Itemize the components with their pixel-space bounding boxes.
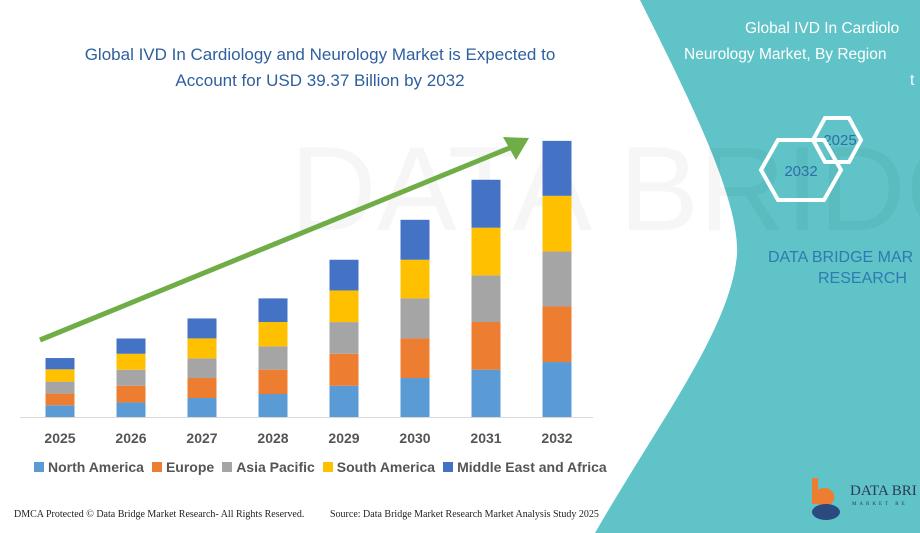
legend-item: Middle East and Africa	[443, 459, 607, 475]
footer-copyright: DMCA Protected © Data Bridge Market Rese…	[14, 509, 305, 520]
side-panel-shape	[595, 0, 920, 533]
bar-segment-europe-2028	[258, 369, 288, 395]
footer-source: Source: Data Bridge Market Research Mark…	[330, 509, 599, 520]
x-tick-label: 2029	[328, 430, 359, 446]
bar-segment-europe-2031	[471, 322, 501, 370]
brand-text-line: DATA BRIDGE MAR	[768, 249, 914, 266]
bar-segment-middle-east-and-africa-2028	[258, 298, 288, 323]
stacked-bar-chart: 2025 2026 2027 2028 2029 2030 2031 2032	[20, 137, 593, 446]
bar-segment-asia-pacific-2026	[116, 369, 146, 386]
legend-item: Europe	[151, 459, 215, 475]
bar-segment-south-america-2027	[187, 338, 217, 359]
bar-segment-south-america-2029	[329, 290, 359, 323]
bar-segment-asia-pacific-2028	[258, 346, 288, 370]
bar-segment-europe-2027	[187, 378, 217, 399]
bar-segment-asia-pacific-2027	[187, 358, 217, 379]
legend-swatch	[322, 462, 333, 472]
legend-label: Asia Pacific	[236, 459, 315, 475]
trend-arrow-head-icon	[503, 137, 529, 160]
bar-segment-south-america-2026	[116, 353, 146, 370]
bar-segment-north-america-2031	[471, 369, 501, 417]
chart-title: Global IVD In Cardiology and Neurology M…	[40, 42, 600, 94]
legend-swatch	[443, 462, 454, 472]
bar-segment-north-america-2025	[45, 405, 75, 417]
hexagon-2025: 2025	[810, 116, 864, 164]
bar-segment-south-america-2032	[542, 195, 572, 252]
bar-segment-north-america-2032	[542, 362, 572, 417]
bar-segment-middle-east-and-africa-2031	[471, 179, 501, 228]
bar-segment-south-america-2025	[45, 369, 75, 382]
legend-item: North America	[34, 459, 144, 475]
bar-segment-north-america-2027	[187, 398, 217, 417]
bar-segment-middle-east-and-africa-2025	[45, 358, 75, 370]
bar-segment-europe-2030	[400, 338, 430, 379]
legend: North America Europe Asia Pacific South Ame…	[34, 459, 607, 475]
bar-segment-europe-2032	[542, 306, 572, 363]
bar-segment-europe-2026	[116, 385, 146, 403]
legend-item: Asia Pacific	[222, 459, 315, 475]
bar-segment-asia-pacific-2029	[329, 322, 359, 354]
x-tick-label: 2027	[186, 430, 217, 446]
legend-swatch	[222, 462, 233, 472]
x-tick-label: 2028	[257, 430, 288, 446]
trend-arrow-line	[39, 144, 513, 343]
bar-segment-middle-east-and-africa-2032	[542, 140, 572, 196]
bar-segment-asia-pacific-2031	[471, 275, 501, 323]
bar-segment-south-america-2028	[258, 322, 288, 347]
bar-segment-middle-east-and-africa-2027	[187, 318, 217, 339]
chart-title-line: Global IVD In Cardiology and Neurology M…	[84, 45, 556, 64]
bar-segment-middle-east-and-africa-2029	[329, 259, 359, 291]
legend-label: Middle East and Africa	[457, 459, 607, 475]
bar-segment-south-america-2031	[471, 227, 501, 276]
brand-text-line: RESEARCH	[818, 270, 907, 287]
side-title-line: Neurology Market, By Region	[684, 46, 887, 63]
x-tick-label: 2030	[399, 430, 430, 446]
bar-segment-europe-2029	[329, 353, 359, 386]
bar-segment-south-america-2030	[400, 259, 430, 299]
bar-segment-middle-east-and-africa-2026	[116, 338, 146, 354]
x-tick-label: 2031	[470, 430, 501, 446]
legend-swatch	[34, 462, 44, 472]
bar-segment-asia-pacific-2032	[542, 251, 572, 307]
x-tick-label: 2032	[541, 430, 572, 446]
legend-label: South America	[336, 459, 436, 475]
logo-subtext: MARKET RE	[852, 502, 908, 507]
bar-segment-europe-2025	[45, 393, 75, 406]
side-title-line: t	[910, 72, 915, 89]
bar-segment-north-america-2028	[258, 394, 288, 417]
brand-logo-icon	[812, 478, 840, 520]
bar-segment-north-america-2026	[116, 402, 146, 417]
x-tick-label: 2026	[115, 430, 146, 446]
logo-text: DATA BRI	[850, 483, 917, 499]
bar-segment-north-america-2030	[400, 378, 430, 417]
bar-segment-north-america-2029	[329, 385, 359, 417]
side-title-line: Global IVD In Cardiolo	[745, 20, 900, 37]
x-tick-label: 2025	[44, 430, 75, 446]
hex-year-label: 2025	[823, 132, 856, 149]
legend-swatch	[151, 462, 162, 472]
chart-title-line: Account for USD 39.37 Billion by 2032	[175, 71, 465, 90]
bar-segment-asia-pacific-2030	[400, 298, 430, 339]
hex-year-label: 2032	[784, 163, 817, 180]
legend-label: Europe	[165, 459, 215, 475]
bar-segment-middle-east-and-africa-2030	[400, 219, 430, 260]
legend-item: South America	[322, 459, 436, 475]
legend-label: North America	[48, 459, 144, 475]
hexagon-2032: 2032	[758, 138, 844, 202]
bar-segment-asia-pacific-2025	[45, 381, 75, 394]
